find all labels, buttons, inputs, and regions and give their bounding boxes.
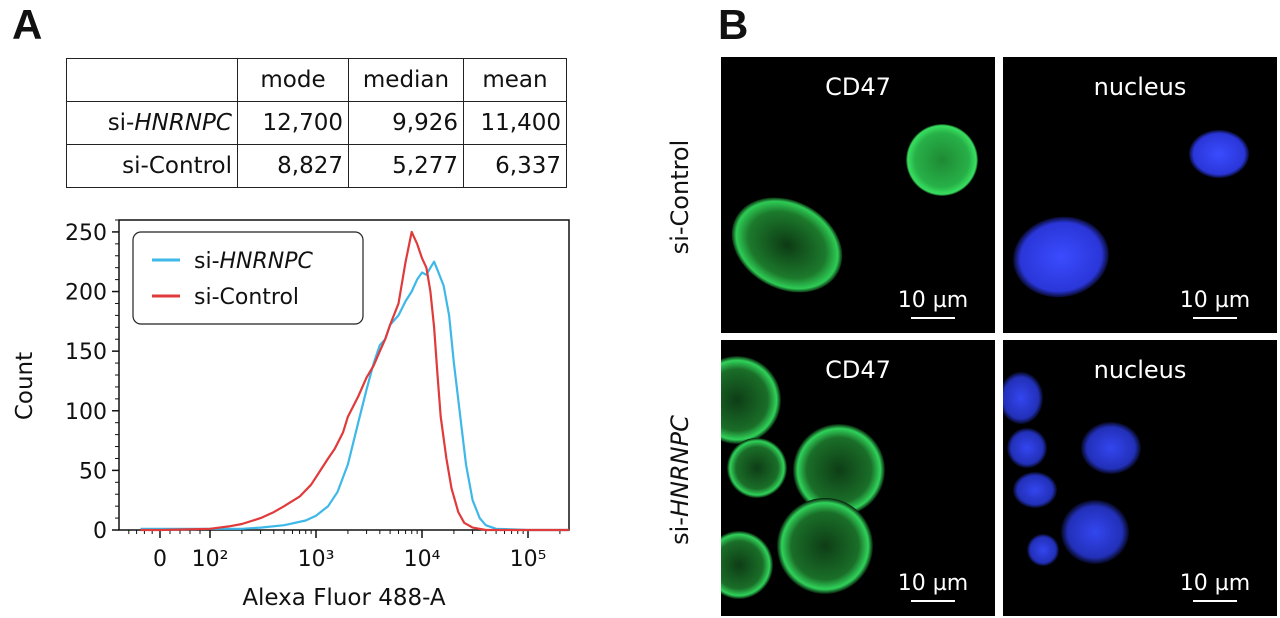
row-label-si-hnrnpc: si-HNRNPC <box>666 370 694 590</box>
nucleus-blob <box>1013 472 1057 508</box>
legend-entry-prefix: si- <box>194 285 220 310</box>
x-tick-label: 10³ <box>298 547 335 572</box>
image-hnrnpc-cd47: CD47 10 µm <box>721 340 995 616</box>
nucleus-blob <box>1007 428 1047 468</box>
row-label-name: HNRNPC <box>666 415 694 518</box>
channel-label-cd47: CD47 <box>825 73 891 101</box>
x-tick-label: 10⁵ <box>510 547 547 572</box>
scale-bar-label: 10 µm <box>897 288 969 313</box>
cell-membrane <box>721 356 781 444</box>
table-row: si-Control 8,827 5,277 6,337 <box>66 144 567 188</box>
row-label-prefix: si- <box>666 226 694 255</box>
table-row-label: si-HNRNPC <box>66 101 238 145</box>
cell-image-control-nucleus <box>1013 130 1249 298</box>
cell-membrane <box>793 424 885 516</box>
series-lines <box>140 230 569 532</box>
cell-image-hnrnpc-nucleus <box>1003 372 1141 566</box>
y-tick-label: 0 <box>93 519 107 544</box>
y-axis-ticks: 0 50 100 150 200 250 <box>65 219 119 544</box>
stats-table: mode median mean si-HNRNPC 12,700 9,926 … <box>66 58 567 188</box>
scale-bar-label: 10 µm <box>1179 571 1251 596</box>
table-cell-mode: 8,827 <box>237 144 349 188</box>
channel-label-nucleus: nucleus <box>1093 356 1187 384</box>
scale-bar-line <box>911 317 955 319</box>
scale-bar-label: 10 µm <box>897 571 969 596</box>
table-cell-mean: 11,400 <box>463 101 567 145</box>
table-cell-mode: 12,700 <box>237 101 349 145</box>
scale-bar-label: 10 µm <box>1179 288 1251 313</box>
cell-image-control-cd47 <box>731 124 978 293</box>
histogram-chart: 0 50 100 150 200 250 0 10² 10³ 10⁴ 10⁵ Count Alex… <box>12 219 570 611</box>
cell-membrane <box>721 531 773 599</box>
cell-membrane <box>777 498 873 594</box>
panel-label-a: A <box>12 1 43 48</box>
scale-bar: 10 µm <box>1173 288 1257 319</box>
row-label-name: HNRNPC <box>134 110 232 136</box>
x-tick-label: 10⁴ <box>404 547 441 572</box>
image-control-cd47: CD47 10 µm <box>721 57 995 333</box>
table-header-row: mode median mean <box>66 58 567 102</box>
series-line-hnrnpc <box>140 260 569 532</box>
y-tick-label: 50 <box>79 459 107 484</box>
y-tick-label: 150 <box>65 340 107 365</box>
nucleus-blob <box>1027 534 1059 566</box>
cell-membrane <box>906 124 978 196</box>
row-label-prefix: si- <box>122 153 149 179</box>
nucleus-blob <box>1061 500 1129 564</box>
cell-membrane <box>731 197 843 293</box>
row-label-name: Control <box>666 139 694 227</box>
x-axis-ticks: 0 10² 10³ 10⁴ 10⁵ <box>128 530 561 572</box>
nucleus-blob <box>1081 422 1141 474</box>
table-row: si-HNRNPC 12,700 9,926 11,400 <box>66 101 567 145</box>
scale-bar-line <box>1193 600 1237 602</box>
x-tick-label: 0 <box>153 547 167 572</box>
legend-entry-hnrnpc: si-HNRNPC <box>194 249 314 274</box>
table-cell-median: 9,926 <box>348 101 464 145</box>
image-hnrnpc-nucleus: nucleus 10 µm <box>1003 340 1277 616</box>
y-tick-label: 200 <box>65 281 107 306</box>
row-label-name: Control <box>148 153 232 179</box>
nucleus-blob <box>1013 216 1109 298</box>
table-header-mean: mean <box>463 58 567 102</box>
image-control-nucleus: nucleus 10 µm <box>1003 57 1277 333</box>
y-tick-label: 100 <box>65 400 107 425</box>
cell-membrane <box>727 438 787 498</box>
x-tick-label: 10² <box>192 547 229 572</box>
table-row-label: si-Control <box>66 144 238 188</box>
table-header-mode: mode <box>237 58 349 102</box>
scale-bar: 10 µm <box>891 571 975 602</box>
legend-entry-main: HNRNPC <box>220 249 314 274</box>
x-axis-label: Alexa Fluor 488-A <box>242 585 446 611</box>
scale-bar-line <box>911 600 955 602</box>
scale-bar-line <box>1193 317 1237 319</box>
table-header-median: median <box>348 58 464 102</box>
channel-label-nucleus: nucleus <box>1093 73 1187 101</box>
nucleus-blob <box>1003 372 1043 424</box>
table-cell-median: 5,277 <box>348 144 464 188</box>
panel-label-b: B <box>718 1 749 48</box>
legend-entry-main: Control <box>220 285 300 310</box>
legend-entry-control: si-Control <box>194 285 299 310</box>
table-header-blank <box>66 58 238 102</box>
channel-label-cd47: CD47 <box>825 356 891 384</box>
legend: si-HNRNPC si-Control <box>132 231 364 325</box>
scale-bar: 10 µm <box>891 288 975 319</box>
legend-box <box>132 231 364 325</box>
nucleus-blob <box>1189 130 1249 178</box>
scale-bar: 10 µm <box>1173 571 1257 602</box>
row-label-prefix: si- <box>107 110 135 136</box>
row-label-si-control: si-Control <box>666 87 694 307</box>
table-cell-mean: 6,337 <box>463 144 567 188</box>
cell-image-hnrnpc-cd47 <box>721 356 885 599</box>
row-label-prefix: si- <box>666 517 694 545</box>
series-line-control <box>140 230 569 532</box>
y-axis-label: Count <box>12 352 38 420</box>
legend-entry-prefix: si- <box>194 249 220 274</box>
y-tick-label: 250 <box>65 221 107 246</box>
